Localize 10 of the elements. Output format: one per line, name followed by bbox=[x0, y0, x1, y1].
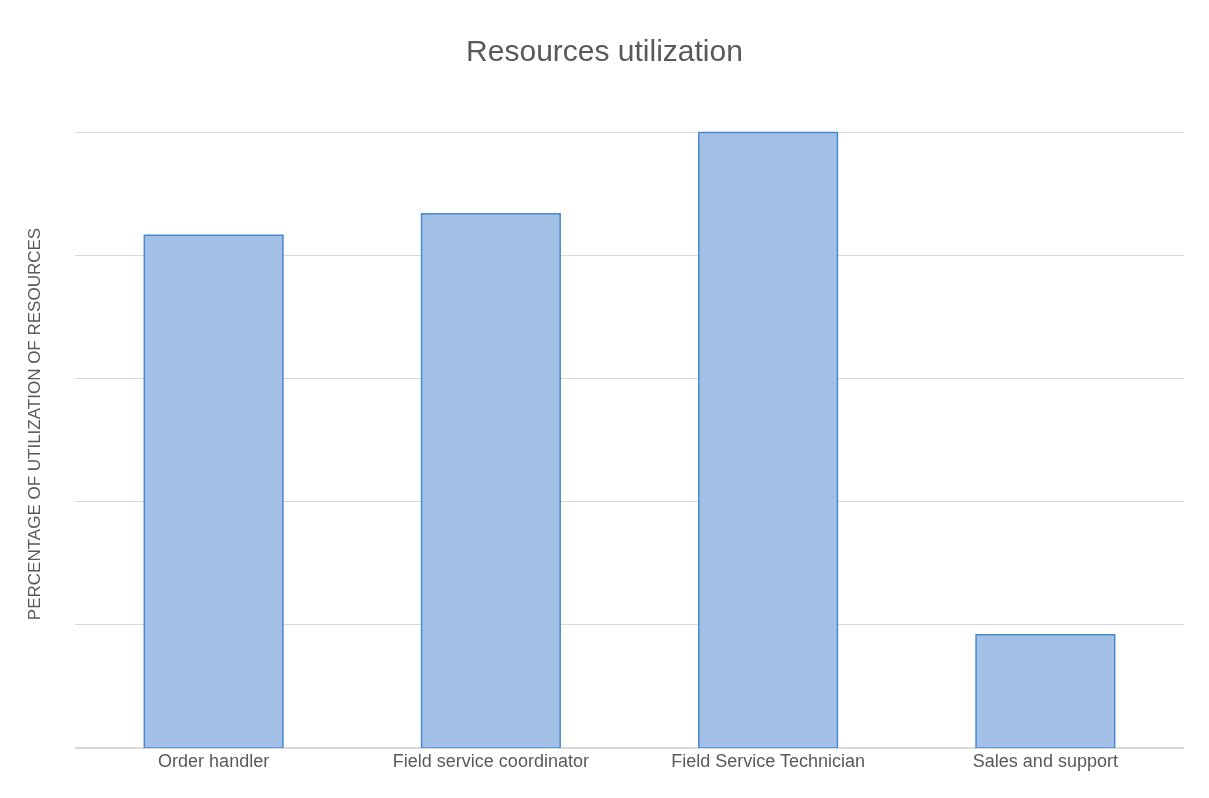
bar bbox=[698, 131, 839, 748]
bar bbox=[975, 633, 1116, 748]
chart-title: Resources utilization bbox=[466, 33, 743, 67]
bar bbox=[420, 212, 561, 748]
x-tick-label: Sales and support bbox=[972, 751, 1118, 771]
x-tick-label: Field service coordinator bbox=[392, 751, 589, 771]
x-tick-label: Order handler bbox=[158, 751, 270, 771]
bar bbox=[143, 234, 284, 748]
y-axis-title: PERCENTAGE OF UTILIZATION OF RESOURCES bbox=[24, 227, 44, 621]
x-tick-label: Field Service Technician bbox=[671, 751, 866, 771]
